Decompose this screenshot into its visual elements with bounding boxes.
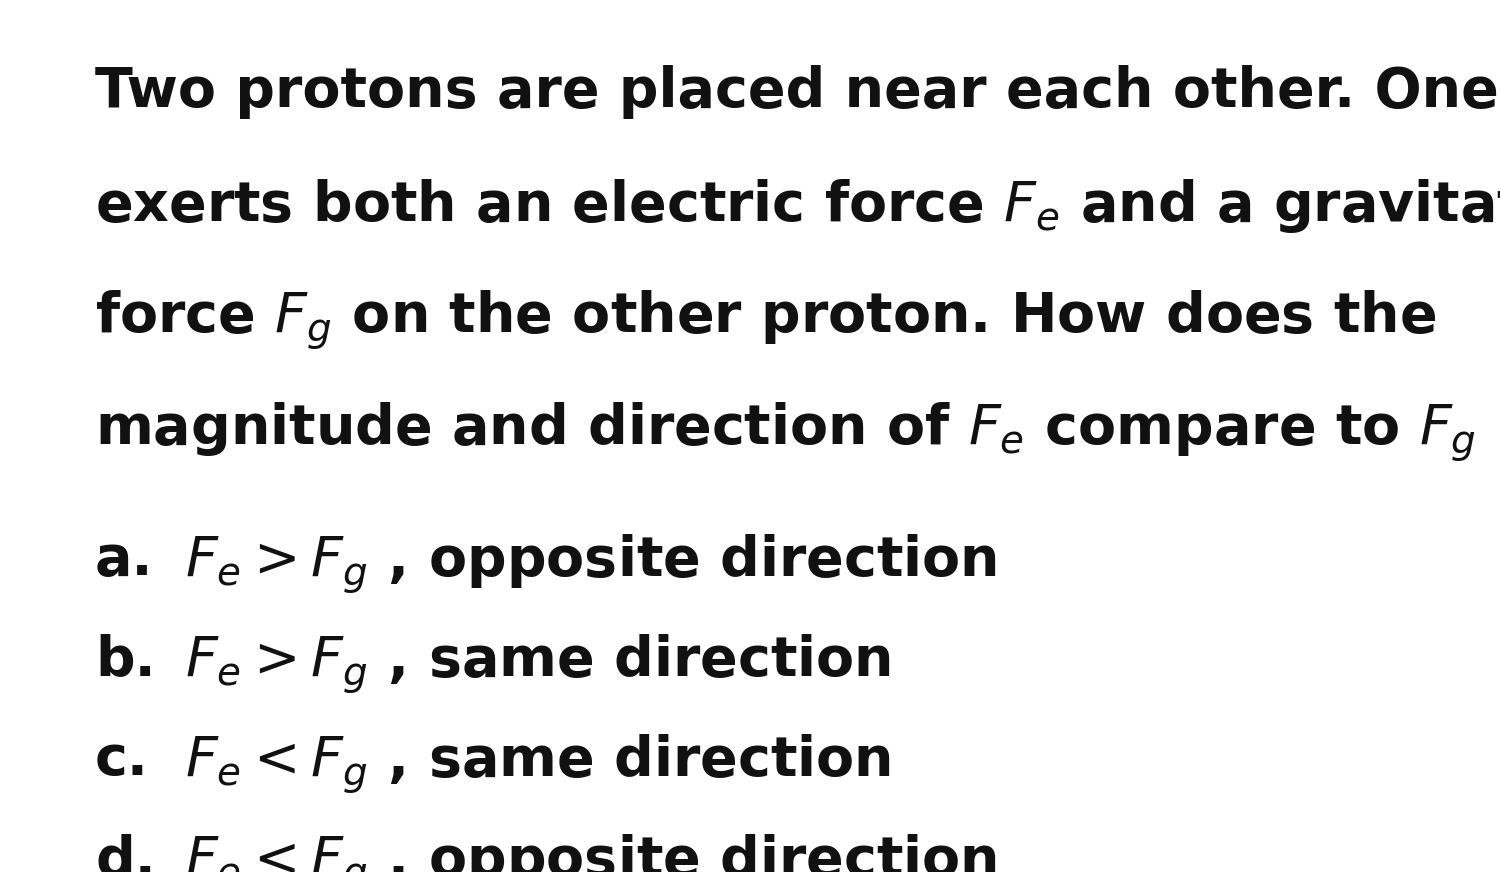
Text: a.: a. — [94, 533, 153, 587]
Text: c.: c. — [94, 733, 148, 787]
Text: $\mathit{F}_e < \mathit{F}_g$ , same direction: $\mathit{F}_e < \mathit{F}_g$ , same dir… — [184, 733, 891, 796]
Text: Two protons are placed near each other. One proton: Two protons are placed near each other. … — [94, 65, 1500, 119]
Text: $\mathit{F}_e < \mathit{F}_g$ , opposite direction: $\mathit{F}_e < \mathit{F}_g$ , opposite… — [184, 833, 998, 872]
Text: $\mathit{F}_e > \mathit{F}_g$ , opposite direction: $\mathit{F}_e > \mathit{F}_g$ , opposite… — [184, 533, 998, 596]
Text: $\mathit{F}_e > \mathit{F}_g$ , same direction: $\mathit{F}_e > \mathit{F}_g$ , same dir… — [184, 633, 891, 697]
Text: magnitude and direction of $\mathit{F}_e$ compare to $\mathit{F}_g$ ?: magnitude and direction of $\mathit{F}_e… — [94, 401, 1500, 464]
Text: force $\mathit{F}_g$ on the other proton. How does the: force $\mathit{F}_g$ on the other proton… — [94, 289, 1437, 352]
Text: b.: b. — [94, 633, 156, 687]
Text: exerts both an electric force $\mathit{F}_e$ and a gravitational: exerts both an electric force $\mathit{F… — [94, 177, 1500, 235]
Text: d.: d. — [94, 833, 156, 872]
